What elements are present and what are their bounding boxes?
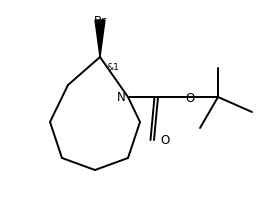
Text: &1: &1 [106,63,119,72]
Text: N: N [117,90,126,103]
Text: Br: Br [94,15,107,28]
Text: O: O [160,133,169,146]
Text: O: O [185,92,195,105]
Polygon shape [95,20,105,57]
